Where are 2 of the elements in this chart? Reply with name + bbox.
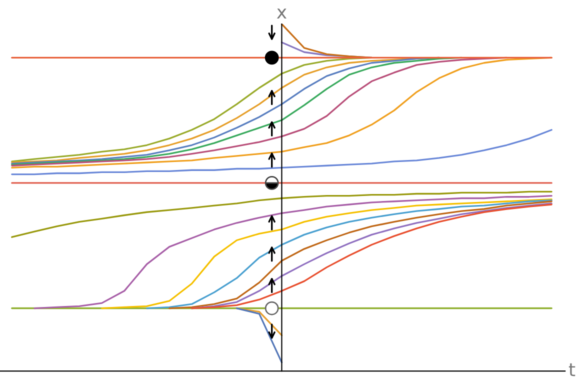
y-axis-title: x xyxy=(276,8,286,19)
x-axis-title: t xyxy=(568,363,576,376)
